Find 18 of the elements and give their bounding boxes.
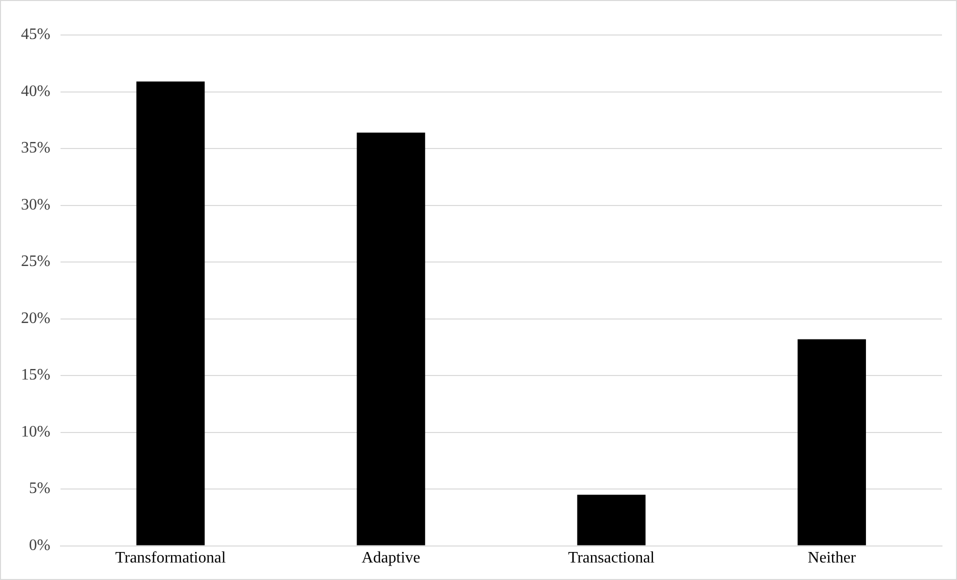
bar: [798, 339, 866, 546]
y-tick-label: 0%: [29, 537, 50, 554]
y-tick-label: 5%: [29, 480, 50, 498]
y-tick-label: 30%: [21, 196, 50, 214]
x-tick-label: Neither: [808, 550, 856, 567]
y-tick-label: 10%: [21, 423, 50, 440]
x-tick-label: Transformational: [115, 550, 226, 567]
bar: [577, 494, 646, 546]
bar: [356, 132, 426, 546]
x-tick-label: Transactional: [568, 550, 656, 567]
bar: [136, 82, 205, 546]
y-tick-label: 15%: [21, 366, 50, 384]
y-tick-label: 45%: [21, 26, 50, 44]
y-tick-label: 20%: [21, 310, 50, 327]
y-tick-label: 35%: [21, 140, 50, 157]
y-tick-label: 40%: [21, 82, 50, 100]
x-tick-label: Adaptive: [362, 550, 420, 567]
y-tick-label: 25%: [21, 253, 50, 270]
